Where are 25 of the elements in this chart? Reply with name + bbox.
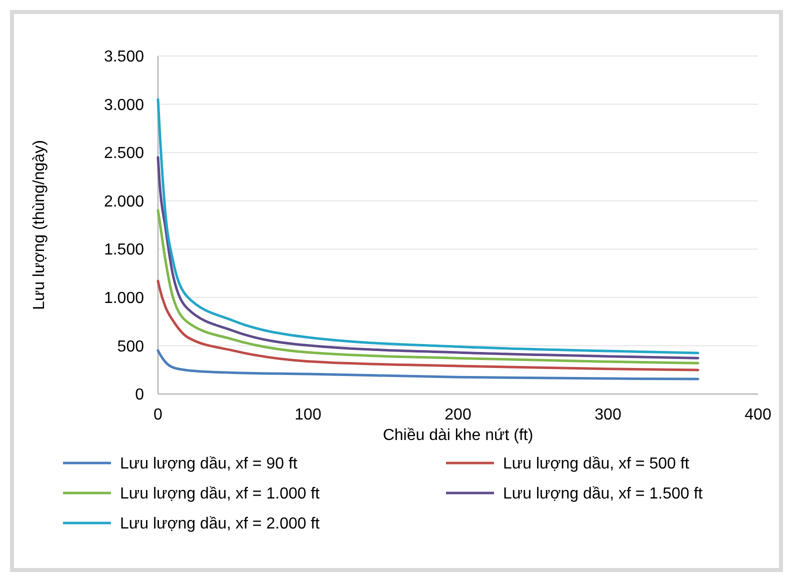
x-tick-label: 0 (154, 406, 163, 424)
line-series (156, 98, 700, 354)
x-tick-label: 200 (444, 406, 472, 424)
x-tick-label: 400 (744, 406, 772, 424)
legend-label: Lưu lượng dầu, xf = 1.000 ft (120, 486, 320, 503)
x-tick-label: 100 (294, 406, 322, 424)
y-tick-label: 1.000 (104, 290, 144, 308)
y-tick-label: 2.000 (104, 193, 144, 210)
legend-label: Lưu lượng dầu, xf = 500 ft (503, 456, 690, 473)
legend-label: Lưu lượng dầu, xf = 90 ft (120, 456, 298, 473)
y-tick-label: 2.500 (104, 145, 144, 162)
line-series (156, 280, 700, 372)
x-axis-title: Chiều dài khe nứt (ft) (382, 427, 534, 444)
legend-label: Lưu lượng dầu, xf = 2.000 ft (120, 516, 320, 533)
line-series (156, 349, 700, 380)
line-series (156, 156, 700, 360)
legend-label: Lưu lượng dầu, xf = 1.500 ft (503, 486, 704, 503)
y-tick-label: 500 (117, 338, 144, 356)
y-tick-label: 3.000 (104, 96, 144, 114)
y-tick-label: 3.500 (104, 48, 144, 66)
y-axis-title: Lưu lượng (thùng/ngày) (31, 140, 48, 310)
y-tick-label: 0 (135, 386, 144, 404)
line-series (156, 209, 700, 364)
x-tick-label: 300 (594, 406, 622, 424)
y-tick-label: 1.500 (104, 242, 144, 259)
